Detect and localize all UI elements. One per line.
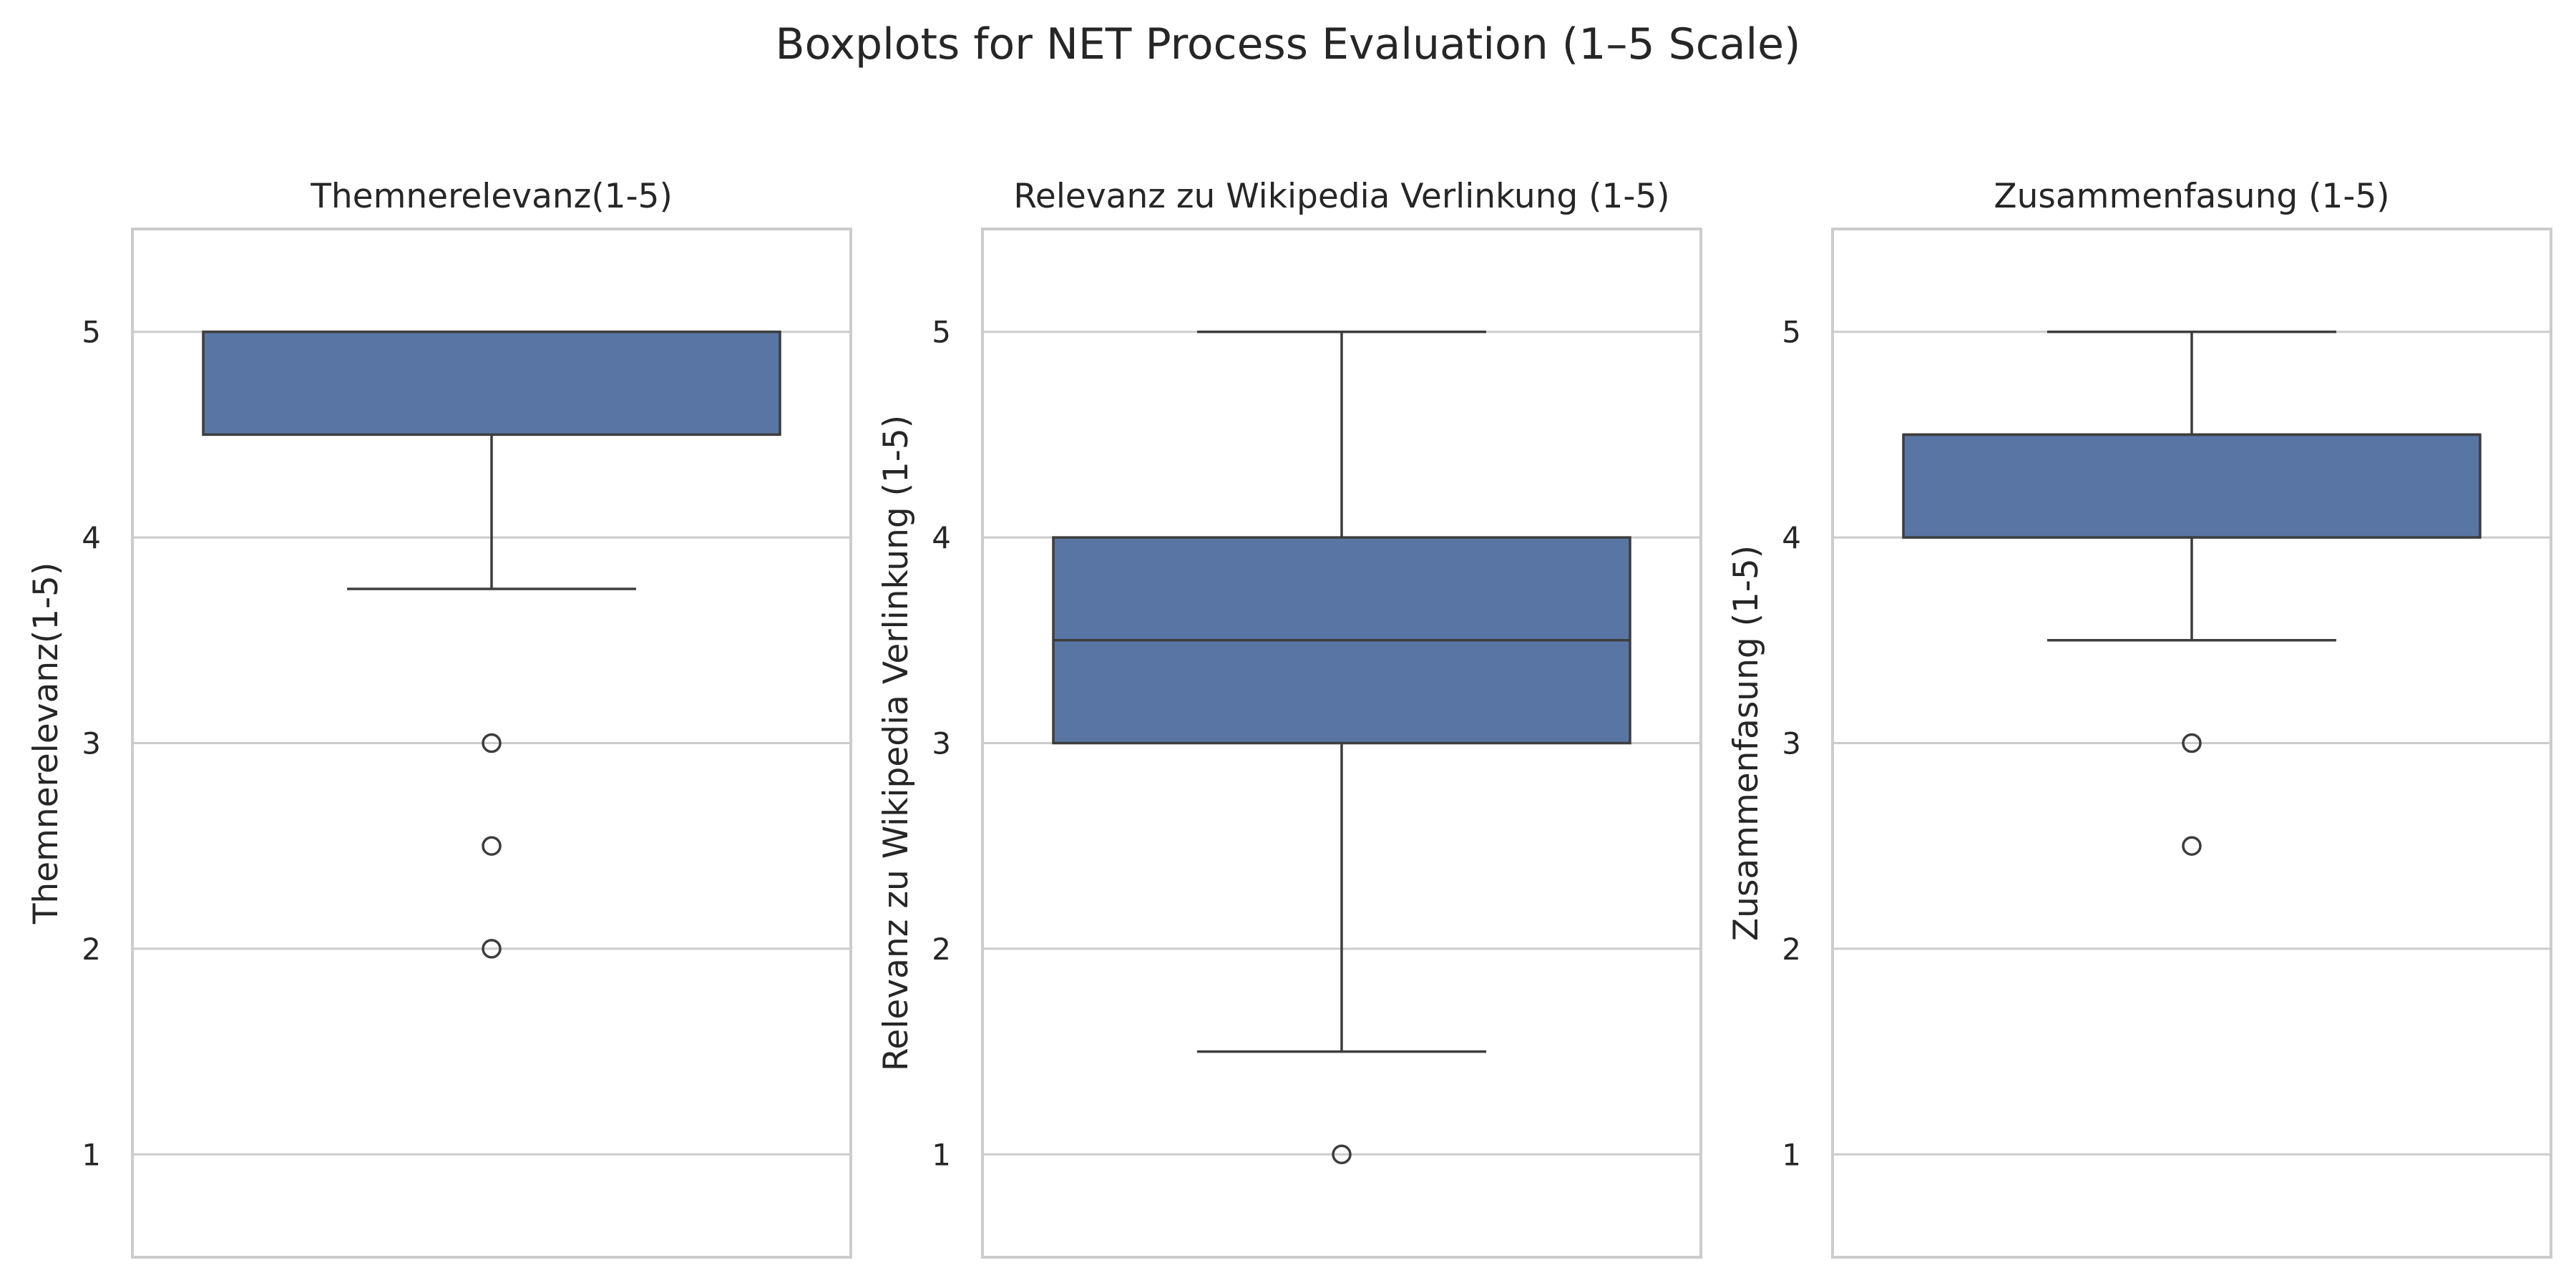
panel-3-outlier-point (2182, 836, 2202, 856)
panel-2-ylabel: Relevanz zu Wikipedia Verlinkung (1-5) (877, 415, 916, 1071)
panel-1-ytick-label: 4 (82, 520, 101, 555)
panel-1-ytick-label: 2 (82, 932, 101, 967)
panel-1-frame (131, 228, 852, 1259)
panel-1-outlier-point (482, 733, 502, 753)
panel-3-title: Zusammenfasung (1-5) (1994, 177, 2389, 216)
panel-1-outlier-point (482, 836, 502, 856)
panel-1-ytick-label: 3 (82, 726, 101, 761)
panel-2-title: Relevanz zu Wikipedia Verlinkung (1-5) (1013, 177, 1669, 216)
panel-2-outlier-point (1332, 1144, 1352, 1165)
panel-3-ytick-label: 3 (1782, 726, 1801, 761)
panel-3-ytick-label: 4 (1782, 520, 1801, 555)
panel-1-outlier-point (482, 939, 502, 959)
panel-2-ytick-label: 1 (932, 1137, 951, 1172)
panel-2-ytick-label: 3 (932, 726, 951, 761)
panel-2-frame (981, 228, 1702, 1259)
panel-2-ytick-label: 5 (932, 315, 951, 350)
panel-3-outlier-point (2182, 733, 2202, 753)
panel-1-ytick-label: 1 (82, 1137, 101, 1172)
panel-3-ylabel: Zusammenfasung (1-5) (1727, 545, 1766, 941)
panel-3-ytick-label: 5 (1782, 315, 1801, 350)
panel-2-ytick-label: 4 (932, 520, 951, 555)
panel-2-ytick-label: 2 (932, 932, 951, 967)
panel-3-box (1902, 433, 2482, 539)
panel-1-ylabel: Themnerelevanz(1-5) (26, 562, 66, 925)
panel-3-frame (1831, 228, 2552, 1259)
panel-3-ytick-label: 2 (1782, 932, 1801, 967)
figure-title: Boxplots for NET Process Evaluation (1–5… (776, 19, 1801, 69)
panel-3-ytick-label: 1 (1782, 1137, 1801, 1172)
panel-1-title: Themnerelevanz(1-5) (310, 177, 673, 216)
panel-1-ytick-label: 5 (82, 315, 101, 350)
panel-1-box (202, 330, 781, 436)
